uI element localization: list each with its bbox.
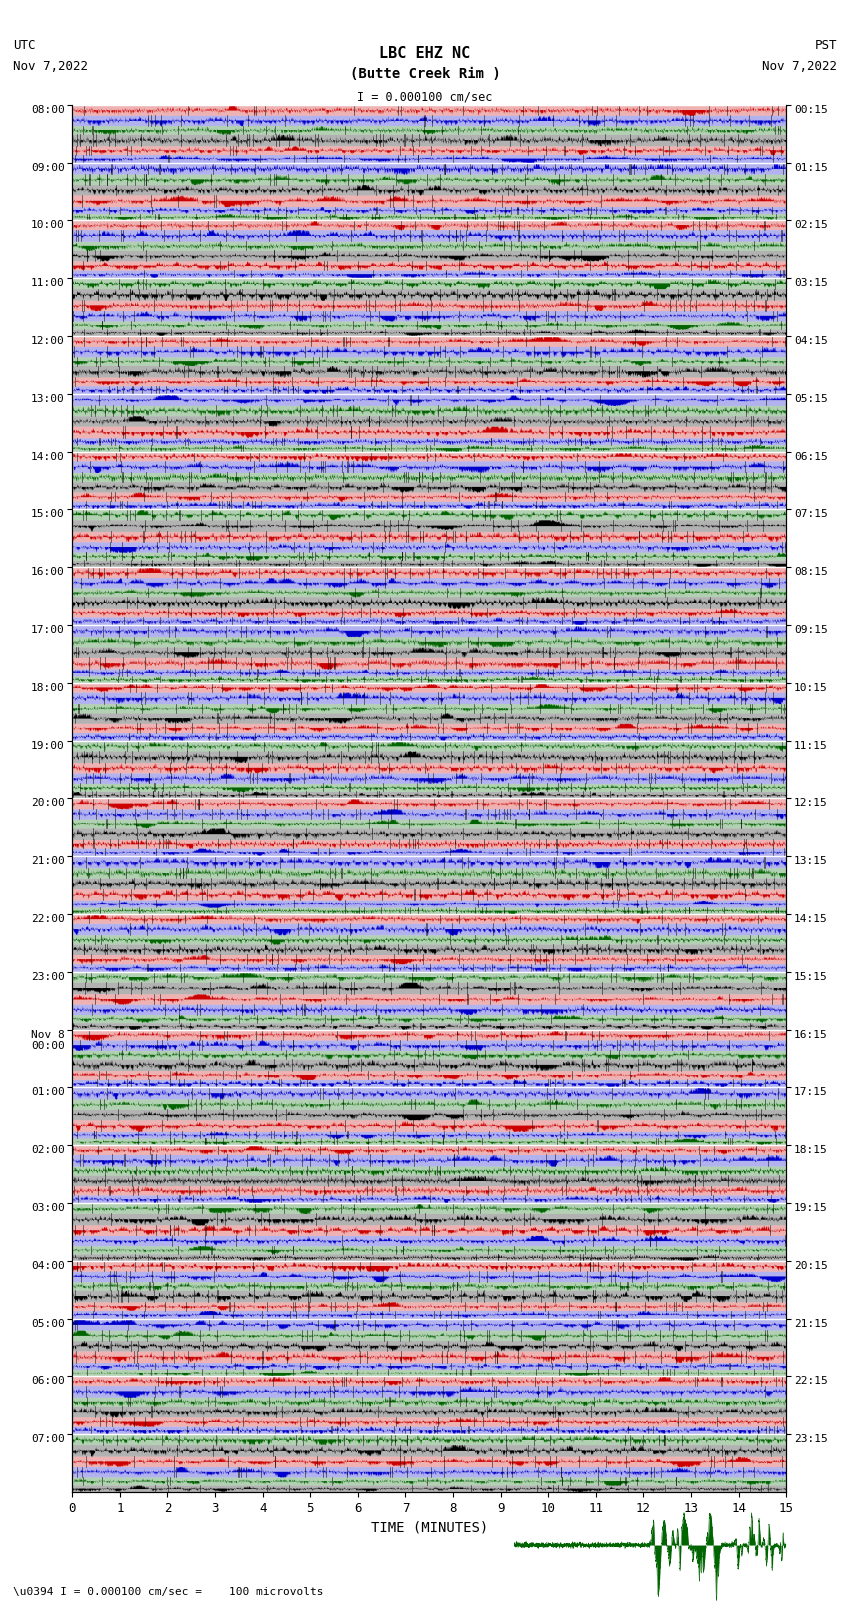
Text: I = 0.000100 cm/sec: I = 0.000100 cm/sec [357,90,493,103]
Text: (Butte Creek Rim ): (Butte Creek Rim ) [349,68,501,81]
Text: \u0394 I = 0.000100 cm/sec =    100 microvolts: \u0394 I = 0.000100 cm/sec = 100 microvo… [13,1587,323,1597]
Text: PST: PST [815,39,837,52]
Text: Nov 7,2022: Nov 7,2022 [762,60,837,73]
Text: Nov 7,2022: Nov 7,2022 [13,60,88,73]
Text: LBC EHZ NC: LBC EHZ NC [379,45,471,61]
X-axis label: TIME (MINUTES): TIME (MINUTES) [371,1521,488,1534]
Text: UTC: UTC [13,39,35,52]
